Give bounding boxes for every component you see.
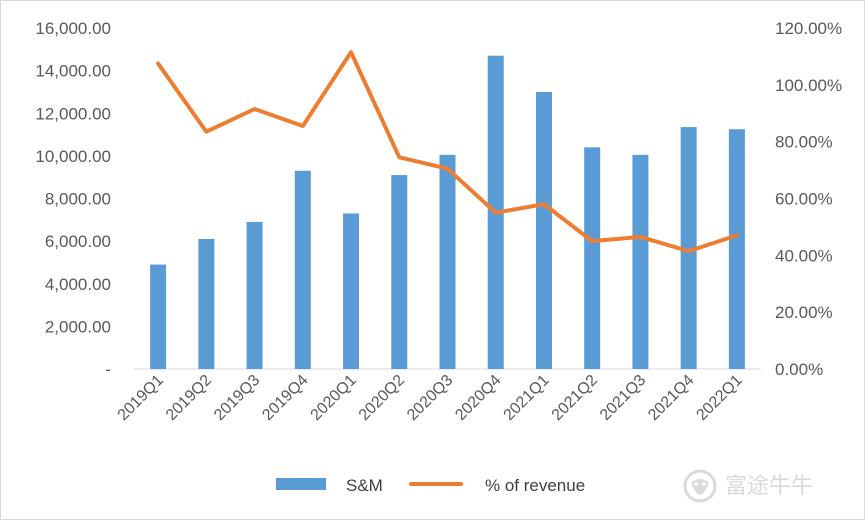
left-tick-label: 12,000.00: [35, 104, 111, 123]
bar-sm-2020Q1: [343, 213, 359, 369]
x-tick-label: 2020Q1: [308, 372, 360, 424]
x-tick-label: 2020Q3: [404, 372, 456, 424]
bar-sm-2021Q2: [584, 147, 600, 369]
bar-sm-2021Q1: [536, 92, 552, 369]
bar-sm-2021Q3: [632, 155, 648, 369]
left-tick-label: 8,000.00: [45, 190, 111, 209]
right-tick-label: 120.00%: [775, 19, 842, 38]
right-tick-label: 80.00%: [775, 133, 833, 152]
left-axis: - 2,000.00 4,000.00 6,000.00 8,000.00 10,000.…: [35, 19, 111, 379]
bar-sm-2020Q2: [391, 175, 407, 369]
right-tick-label: 0.00%: [775, 360, 823, 379]
x-tick-label: 2022Q1: [693, 372, 745, 424]
left-tick-label: 10,000.00: [35, 147, 111, 166]
bar-sm-2019Q1: [150, 265, 166, 369]
x-tick-label: 2021Q1: [501, 372, 553, 424]
right-tick-label: 40.00%: [775, 246, 833, 265]
left-tick-label: 2,000.00: [45, 317, 111, 336]
bar-sm-2019Q4: [295, 171, 311, 369]
left-tick-label: 14,000.00: [35, 62, 111, 81]
legend-label-revenue-pct: % of revenue: [485, 476, 585, 495]
x-tick-label: 2019Q3: [211, 372, 263, 424]
left-tick-label: -: [105, 360, 111, 379]
right-axis: 0.00% 20.00% 40.00% 60.00% 80.00% 100.00% 120.…: [775, 19, 842, 379]
watermark: 富途牛牛: [685, 471, 813, 501]
right-tick-label: 60.00%: [775, 190, 833, 209]
x-tick-label: 2019Q4: [259, 372, 311, 424]
left-tick-label: 16,000.00: [35, 19, 111, 38]
left-tick-label: 6,000.00: [45, 232, 111, 251]
x-tick-label: 2019Q1: [115, 372, 167, 424]
x-tick-label: 2020Q4: [452, 372, 504, 424]
bar-sm-2020Q3: [440, 155, 456, 369]
legend-swatch-sm: [276, 478, 326, 490]
x-tick-label: 2021Q4: [645, 372, 697, 424]
bar-sm-2022Q1: [729, 129, 745, 369]
x-axis: 2019Q12019Q22019Q32019Q42020Q12020Q22020…: [115, 372, 746, 424]
sm-bars: [150, 56, 745, 369]
x-tick-label: 2021Q3: [597, 372, 649, 424]
x-tick-label: 2021Q2: [549, 372, 601, 424]
x-tick-label: 2019Q2: [163, 372, 215, 424]
x-tick-label: 2020Q2: [356, 372, 408, 424]
right-tick-label: 20.00%: [775, 303, 833, 322]
bar-sm-2019Q2: [198, 239, 214, 369]
right-tick-label: 100.00%: [775, 76, 842, 95]
legend-label-sm: S&M: [346, 476, 383, 495]
futu-bull-logo-icon: [685, 471, 715, 501]
bar-sm-2019Q3: [247, 222, 263, 369]
watermark-text: 富途牛牛: [725, 474, 813, 499]
left-tick-label: 4,000.00: [45, 275, 111, 294]
legend: S&M % of revenue: [276, 476, 585, 495]
